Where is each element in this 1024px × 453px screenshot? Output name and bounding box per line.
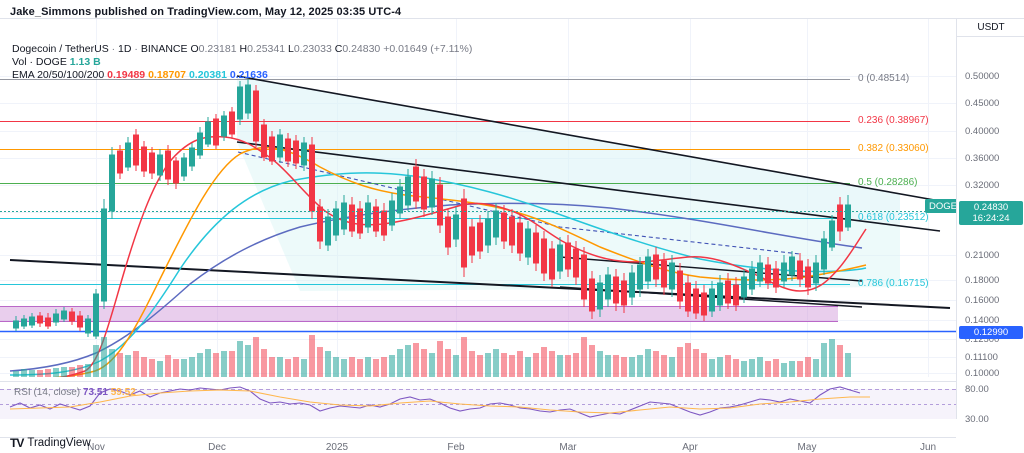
rsi-tick-80: 80.00 xyxy=(965,384,989,395)
fib-label-618: 0.618 (0.23512) xyxy=(858,212,929,223)
volume-series xyxy=(13,335,851,377)
candlestick-series xyxy=(13,79,851,339)
legend-interval[interactable]: 1D xyxy=(118,43,132,55)
tradingview-logo-word: TradingView xyxy=(27,437,91,449)
legend-change: +0.01649 (+7.11%) xyxy=(383,43,473,55)
legend-row-symbol[interactable]: Dogecoin / TetherUS · 1D · BINANCE O0.23… xyxy=(12,43,472,56)
fib-label-5: 0.5 (0.28286) xyxy=(858,177,918,188)
legend-high-label: H xyxy=(239,43,248,55)
rsi-legend: RSI (14, close) 73.51 59.52 xyxy=(14,387,136,398)
fib-label-786: 0.786 (0.16715) xyxy=(858,278,929,289)
time-tick-dec: Dec xyxy=(208,442,226,453)
price-tick-11: 0.11100 xyxy=(965,352,998,363)
time-tick-2025: 2025 xyxy=(325,442,349,453)
chart-frame: 0 (0.48514) 0.236 (0.38967) 0.382 (0.330… xyxy=(0,18,1024,453)
legend-row-volume[interactable]: Vol · DOGE 1.13 B xyxy=(12,56,472,69)
rsi-legend-label: RSI (14, close) xyxy=(14,387,81,398)
price-tick-9: 0.14000 xyxy=(965,315,1000,326)
legend-volume-label: Vol · DOGE xyxy=(12,56,67,68)
legend-ema20-value: 0.19489 xyxy=(107,69,146,81)
price-tick-6: 0.21000 xyxy=(965,250,1000,261)
trendline-support xyxy=(9,259,951,309)
legend-ema-label: EMA 20/50/100/200 xyxy=(12,69,105,81)
legend-row-ema[interactable]: EMA 20/50/100/200 0.19489 0.18707 0.2038… xyxy=(12,69,472,82)
time-tick-apr: Apr xyxy=(682,442,698,453)
current-price-badge-value: 0.24830 xyxy=(973,202,1009,213)
time-tick-may: May xyxy=(797,442,817,453)
rsi-pane xyxy=(0,386,956,419)
price-tick-0: 0.50000 xyxy=(965,71,1000,82)
trendline-upper xyxy=(236,75,941,202)
legend-open-label: O xyxy=(190,43,199,55)
time-tick-nov: Nov xyxy=(87,442,105,453)
time-tick-feb: Feb xyxy=(447,442,465,453)
blue-line-price-badge: 0.12990 xyxy=(959,326,1023,339)
legend-high-value: 0.25341 xyxy=(247,43,286,55)
time-axis[interactable]: Nov Dec 2025 Feb Mar Apr May Jun xyxy=(0,437,956,453)
time-tick-jun: Jun xyxy=(919,442,937,453)
legend-symbol-name[interactable]: Dogecoin / TetherUS xyxy=(12,43,109,55)
fib-label-0: 0 (0.48514) xyxy=(858,73,910,84)
rsi-ma-line xyxy=(9,389,870,414)
rsi-tick-30: 30.00 xyxy=(965,414,989,425)
symbol-price-tag: DOGEUSDT xyxy=(925,199,956,213)
dashed-mid-channel xyxy=(237,151,801,255)
legend-sep-1: · xyxy=(111,43,116,55)
legend-close-label: C xyxy=(334,43,343,55)
legend-low-label: L xyxy=(287,43,294,55)
price-tick-12: 0.10000 xyxy=(965,368,1000,379)
current-price-badge-countdown: 16:24:24 xyxy=(972,213,1010,224)
legend-ema50-value: 0.18707 xyxy=(148,69,187,81)
chart-legend: Dogecoin / TetherUS · 1D · BINANCE O0.23… xyxy=(12,43,472,82)
fib-label-382: 0.382 (0.33060) xyxy=(858,143,929,154)
legend-low-value: 0.23033 xyxy=(293,43,332,55)
price-axis-unit: USDT xyxy=(957,19,1024,37)
support-zone-band xyxy=(0,306,838,322)
chart-canvas xyxy=(0,19,956,419)
attribution-text: Jake_Simmons published on TradingView.co… xyxy=(10,6,402,18)
price-tick-2: 0.40000 xyxy=(965,126,1000,137)
descending-channel-fill-lower xyxy=(237,142,900,291)
minor-trendline-1 xyxy=(559,256,863,282)
price-axis[interactable]: USDT 0.50000 0.45000 0.40000 0.36000 0.3… xyxy=(956,19,1024,425)
price-tick-7: 0.18000 xyxy=(965,275,1000,286)
price-tick-8: 0.16000 xyxy=(965,295,1000,306)
current-price-badge: 0.24830 16:24:24 xyxy=(959,201,1023,225)
legend-close-value: 0.24830 xyxy=(342,43,381,55)
tradingview-logo-mark: TV xyxy=(10,436,24,450)
tradingview-logo[interactable]: TV TradingView xyxy=(10,436,91,450)
price-tick-4: 0.32000 xyxy=(965,180,1000,191)
legend-sep-2: · xyxy=(134,43,138,55)
legend-volume-value: 1.13 B xyxy=(69,56,101,68)
trendline-lower xyxy=(236,141,941,232)
time-tick-mar: Mar xyxy=(559,442,577,453)
rsi-legend-value-1: 73.51 xyxy=(82,387,108,398)
legend-ema100-value: 0.20381 xyxy=(188,69,227,81)
chart-plot-area[interactable]: 0 (0.48514) 0.236 (0.38967) 0.382 (0.330… xyxy=(0,19,956,419)
price-tick-1: 0.45000 xyxy=(965,98,1000,109)
fib-label-236: 0.236 (0.38967) xyxy=(858,115,929,126)
rsi-legend-value-2: 59.52 xyxy=(110,387,136,398)
legend-exchange: BINANCE xyxy=(140,43,188,55)
price-tick-3: 0.36000 xyxy=(965,153,1000,164)
price-tick-10: 0.12500 xyxy=(965,334,1000,345)
legend-ema200-value: 0.21636 xyxy=(229,69,268,81)
legend-open-value: 0.23181 xyxy=(198,43,237,55)
